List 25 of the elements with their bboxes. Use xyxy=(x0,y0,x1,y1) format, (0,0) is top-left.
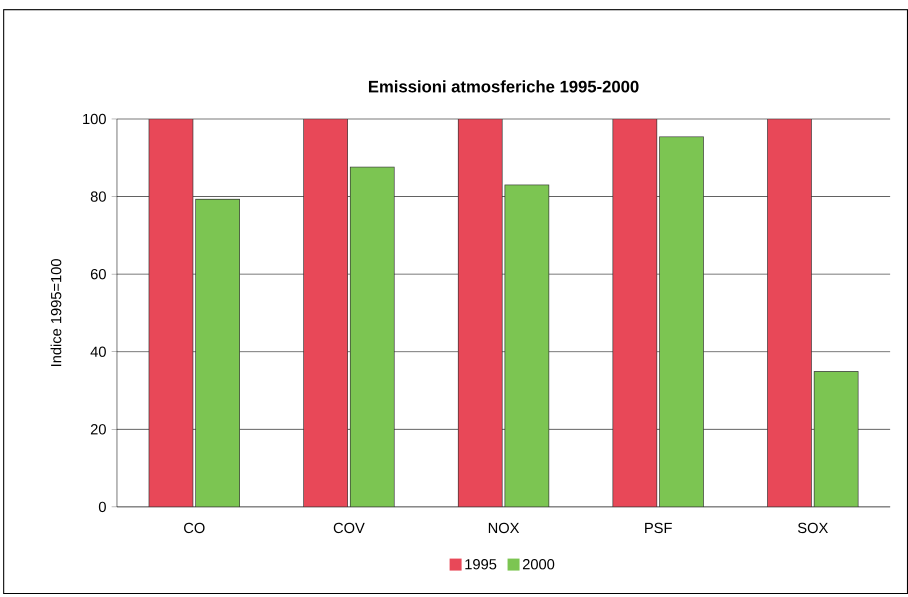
bar xyxy=(303,119,348,507)
bar xyxy=(767,119,812,507)
bar xyxy=(504,184,550,507)
y-axis-title: Indice 1995=100 xyxy=(50,259,62,366)
x-tick-label: COV xyxy=(334,522,365,534)
y-tick-label: 80 xyxy=(90,191,106,202)
bar xyxy=(350,166,395,507)
y-tick-label: 0 xyxy=(98,502,106,512)
bar xyxy=(148,119,194,507)
legend-label: 2000 xyxy=(522,559,554,570)
y-tick-label: 20 xyxy=(90,424,106,435)
y-tick-label: 40 xyxy=(90,346,106,357)
x-tick-label: NOX xyxy=(488,522,520,534)
x-tick-label: CO xyxy=(184,522,205,534)
bar xyxy=(458,119,503,507)
y-tick-label: 60 xyxy=(90,269,106,280)
bar xyxy=(659,136,704,507)
x-tick-label: PSF xyxy=(645,522,672,534)
bar xyxy=(195,198,240,507)
x-tick-label: SOX xyxy=(798,522,828,534)
y-tick-label: 100 xyxy=(83,114,106,124)
bar xyxy=(814,371,858,507)
chart-title: Emissioni atmosferiche 1995-2000 xyxy=(368,80,639,93)
bar xyxy=(612,119,658,507)
legend-label: 1995 xyxy=(465,559,496,570)
